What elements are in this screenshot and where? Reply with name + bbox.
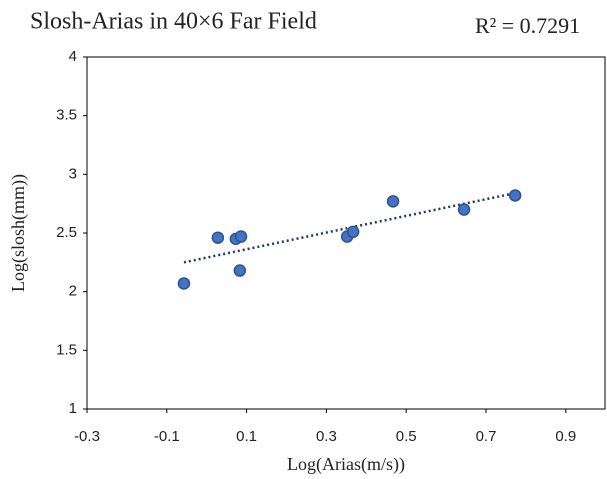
x-tick-label: -0.1 <box>154 428 180 445</box>
y-tick-label: 1 <box>69 400 77 417</box>
data-point <box>211 231 225 244</box>
y-axis-label: Log(slosh(mm)) <box>8 174 29 292</box>
x-axis-label: Log(Arias(m/s)) <box>287 454 405 475</box>
y-tick-label: 2.5 <box>56 224 77 241</box>
data-point <box>234 230 248 243</box>
trendline <box>183 191 516 264</box>
chart-title: Slosh-Arias in 40×6 Far Field <box>30 9 317 35</box>
data-point <box>346 225 360 239</box>
data-point <box>386 195 400 208</box>
r-squared: R² = 0.7291 <box>475 13 580 38</box>
x-tick-label: -0.3 <box>74 428 100 445</box>
x-tick-label: 0.7 <box>476 428 497 445</box>
y-tick-label: 3.5 <box>56 107 77 124</box>
y-tick-label: 4 <box>69 48 77 65</box>
y-tick-label: 3 <box>69 165 77 182</box>
x-tick-label: 0.3 <box>316 428 337 445</box>
y-tick-label: 1.5 <box>56 341 77 358</box>
x-tick-label: 0.1 <box>236 428 257 445</box>
x-tick-label: 0.9 <box>555 428 576 445</box>
data-point <box>177 277 191 290</box>
y-tick-label: 2 <box>69 283 77 300</box>
data-point <box>233 264 247 277</box>
data-point <box>508 189 522 202</box>
data-point <box>457 203 471 216</box>
x-tick-label: 0.5 <box>396 428 417 445</box>
